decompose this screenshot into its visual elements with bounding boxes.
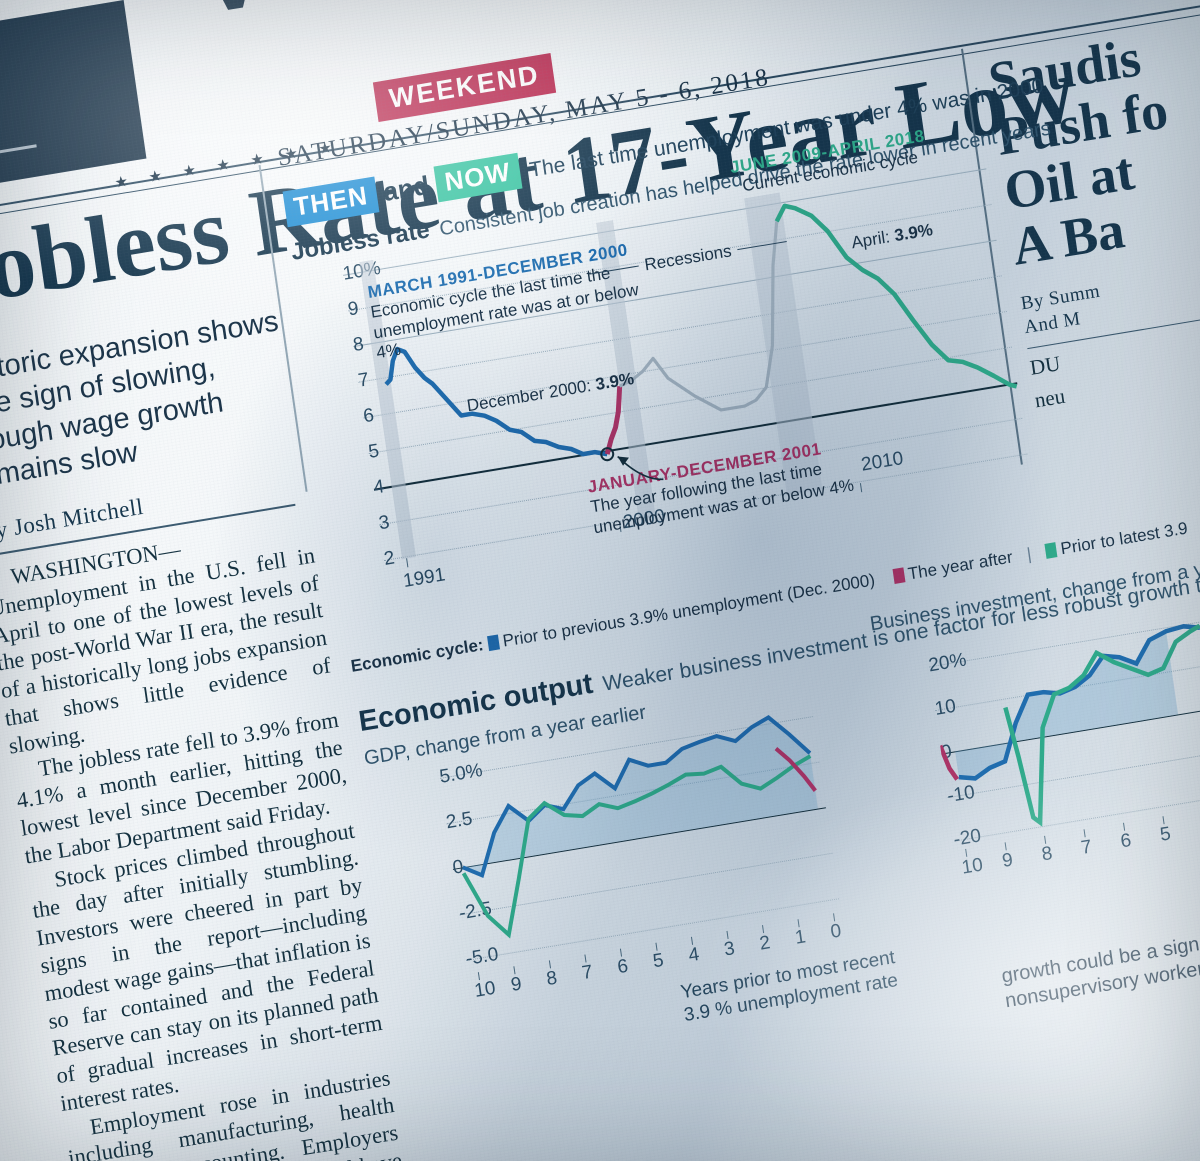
- wsj-logo: WSJ: [125, 0, 654, 72]
- x-tick-label: 3: [722, 938, 737, 961]
- x-tick-label: 1991: [401, 564, 447, 593]
- x-tick-label: 8: [1040, 842, 1054, 866]
- x-tick-label: 1: [793, 926, 808, 949]
- flag-rule: [0, 144, 37, 172]
- x-tick-label: 0: [829, 920, 843, 943]
- x-tick-label: 9: [1000, 849, 1015, 872]
- chart3-plot: [938, 623, 1200, 827]
- x-tick-label: 6: [1119, 829, 1133, 853]
- leader-line-right: [737, 241, 787, 251]
- legend-swatch-blue: [486, 634, 500, 652]
- series-green: [774, 203, 1018, 389]
- legend-swatch-green: [1044, 542, 1058, 559]
- legend-prefix: Economic cycle:: [349, 635, 485, 676]
- story-deck: Historic expansion shows little sign of …: [0, 305, 281, 496]
- x-tick-label: 4: [687, 943, 701, 967]
- x-tick-label: 7: [580, 961, 595, 985]
- bottom-caption: growth could be a sign the labor mark no…: [1000, 910, 1200, 1014]
- x-tick-label: 6: [616, 955, 630, 979]
- leader-line-left: [589, 265, 639, 275]
- x-tick-label: 5: [1158, 823, 1173, 846]
- business-investment-chart: 20% 10 0 -10 -20 10 9: [875, 607, 1200, 908]
- legend-divider: |: [1025, 544, 1033, 564]
- legend-swatch-pink: [892, 567, 906, 585]
- legend-label-green: Prior to latest 3.9: [1059, 518, 1189, 559]
- x-tick-label: 8: [545, 967, 559, 991]
- x-tick-label: 2: [758, 932, 772, 955]
- x-tick-label: 5: [651, 949, 666, 973]
- x-tick-label: 9: [509, 973, 524, 996]
- x-tick-label: 7: [1079, 836, 1094, 859]
- kicker-and: and: [381, 169, 432, 208]
- legend-label-pink: The year after: [906, 547, 1014, 584]
- series-pink: [938, 744, 959, 781]
- x-tick-label: 10: [473, 977, 497, 1002]
- infographic-panel: THEN and NOW The last time unemployment was…: [263, 74, 1200, 1026]
- series-blue-area: [955, 631, 1179, 779]
- x-tick-label: 10: [960, 854, 985, 879]
